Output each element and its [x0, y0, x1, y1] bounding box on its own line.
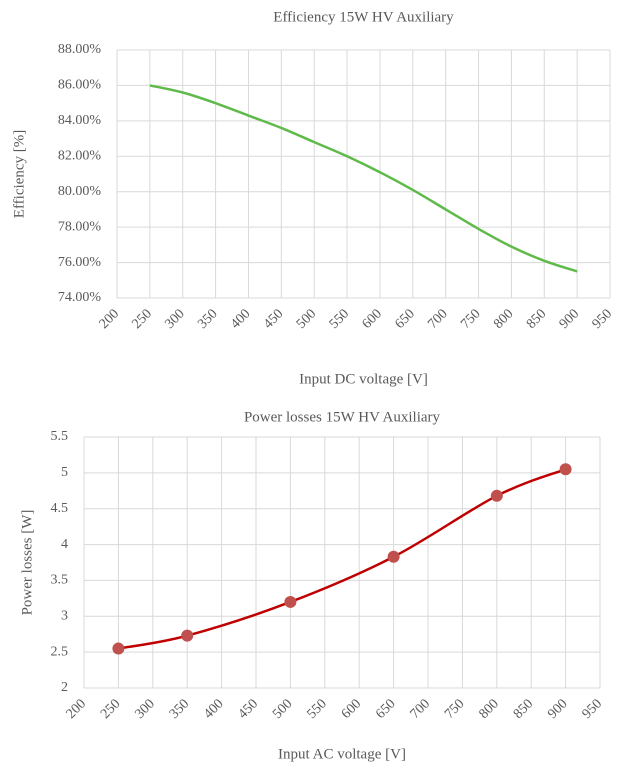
x-tick-label: 900	[545, 696, 570, 721]
x-tick-label: 250	[98, 696, 123, 721]
x-tick-label: 200	[64, 696, 89, 721]
x-axis-label: Input DC voltage [V]	[299, 371, 428, 387]
y-tick-label: 78.00%	[58, 219, 102, 234]
x-tick-label: 400	[228, 306, 253, 331]
y-tick-label: 86.00%	[58, 78, 102, 93]
y-tick-label: 82.00%	[58, 149, 102, 164]
x-tick-label: 400	[201, 696, 226, 721]
y-tick-label: 80.00%	[58, 184, 102, 199]
y-tick-label: 84.00%	[58, 113, 102, 128]
chart-title: Power losses 15W HV Auxiliary	[244, 409, 441, 425]
x-tick-label: 750	[458, 306, 483, 331]
x-tick-label: 550	[304, 696, 329, 721]
x-tick-label: 950	[580, 696, 605, 721]
y-tick-label: 5	[61, 465, 68, 480]
x-tick-label: 250	[130, 306, 155, 331]
x-tick-label: 300	[162, 306, 187, 331]
x-tick-label: 700	[425, 306, 450, 331]
y-tick-label: 74.00%	[58, 290, 102, 305]
x-tick-label: 650	[392, 306, 417, 331]
x-tick-label: 600	[339, 696, 364, 721]
x-tick-label: 550	[327, 306, 352, 331]
x-tick-label: 800	[476, 696, 501, 721]
x-tick-label: 300	[132, 696, 157, 721]
marker	[284, 595, 297, 608]
x-tick-label: 950	[590, 306, 615, 331]
x-tick-label: 350	[167, 696, 192, 721]
x-tick-label: 850	[524, 306, 549, 331]
x-tick-label: 350	[195, 306, 220, 331]
y-axis-label: Efficiency [%]	[11, 130, 27, 218]
y-tick-label: 76.00%	[58, 255, 102, 270]
x-tick-label: 500	[294, 306, 319, 331]
y-axis-label: Power losses [W]	[19, 510, 35, 616]
x-tick-label: 450	[261, 306, 286, 331]
y-tick-label: 4.5	[51, 501, 69, 516]
chart-title: Efficiency 15W HV Auxiliary	[273, 9, 454, 25]
y-tick-label: 88.00%	[58, 42, 102, 57]
marker	[181, 629, 194, 642]
marker	[490, 489, 503, 502]
y-tick-label: 2	[61, 680, 68, 695]
x-tick-label: 850	[511, 696, 536, 721]
y-tick-label: 3.5	[51, 573, 69, 588]
marker	[112, 642, 125, 655]
y-tick-label: 4	[61, 537, 68, 552]
y-tick-label: 2.5	[51, 644, 69, 659]
y-tick-label: 5.5	[51, 429, 69, 444]
marker	[387, 550, 400, 563]
y-tick-label: 3	[61, 609, 68, 624]
line	[149, 84, 578, 273]
x-tick-label: 200	[97, 306, 122, 331]
x-tick-label: 700	[408, 696, 433, 721]
x-tick-label: 650	[373, 696, 398, 721]
x-tick-label: 600	[360, 306, 385, 331]
x-axis-label: Input AC voltage [V]	[278, 746, 406, 762]
x-tick-label: 900	[557, 306, 582, 331]
marker	[559, 463, 572, 476]
x-tick-label: 450	[236, 696, 261, 721]
x-tick-label: 800	[491, 306, 516, 331]
x-tick-label: 500	[270, 696, 295, 721]
x-tick-label: 750	[442, 696, 467, 721]
